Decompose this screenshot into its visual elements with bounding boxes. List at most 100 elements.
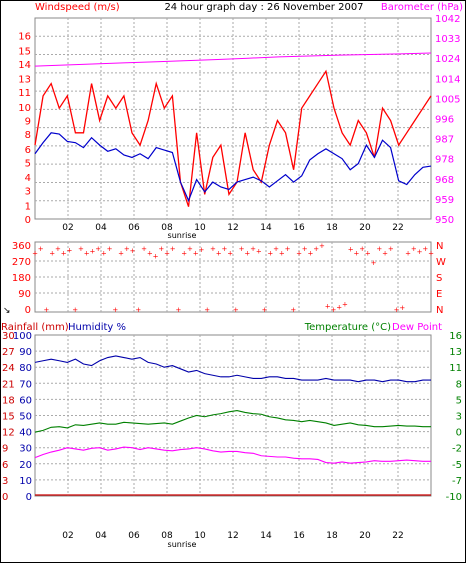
direction-point: + [124, 245, 130, 253]
x-tick-label: 16 [293, 223, 305, 233]
x-tick-label: 18 [326, 531, 338, 541]
humidity-panel-grid [35, 335, 431, 496]
direction-point: + [382, 249, 388, 257]
direction-tick-label: 180 [12, 273, 31, 284]
direction-point: + [262, 306, 268, 314]
direction-point: + [244, 249, 250, 257]
sunrise-label-2: sunrise [168, 540, 197, 549]
dewpoint-axis-label: Dew Point [392, 322, 442, 333]
direction-point: + [371, 259, 377, 267]
wind-tick-label: 13 [18, 75, 31, 86]
direction-tick-label: 270 [12, 257, 31, 268]
compass-tick-label: S [436, 273, 442, 284]
direction-point: + [399, 304, 405, 312]
x-tick-label: 10 [194, 531, 206, 541]
x-tick-label: 20 [359, 223, 371, 233]
x-tick-label: 16 [293, 531, 305, 541]
dewpoint-series-line [34, 446, 431, 464]
direction-points: ++++++ ++++ + ++++++ ++++ ++++++++ ++++++++++ +… [32, 242, 434, 314]
compass-tick-label: E [436, 289, 442, 300]
compass-tick-label: N [436, 241, 443, 252]
direction-point: + [101, 249, 107, 257]
direction-point: + [359, 245, 365, 253]
humidity-x-ticks: 02 04 06 08 10 12 14 16 18 20 22 [62, 531, 403, 541]
x-tick-label: 04 [95, 223, 107, 233]
wind-tick-label: 14 [18, 60, 31, 71]
direction-point: + [198, 246, 204, 254]
direction-tick-label: 0 [25, 305, 31, 316]
temperature-tick-label: 16 [449, 331, 462, 342]
direction-point: + [319, 242, 325, 250]
wind-panel-grid [35, 18, 431, 219]
x-tick-label: 12 [227, 223, 238, 233]
direction-tick-label: 90 [18, 289, 31, 300]
direction-point: + [267, 249, 273, 257]
direction-point: + [210, 245, 216, 253]
direction-point: + [221, 245, 227, 253]
direction-point: + [135, 306, 141, 314]
baro-tick-label: 1005 [435, 94, 460, 105]
x-tick-label: 14 [260, 223, 272, 233]
wind-tick-label: 1 [25, 201, 31, 212]
temperature-y-ticks: -10 -7 -5 -2 0 3 5 8 11 13 16 [446, 331, 462, 503]
direction-point: + [405, 249, 411, 257]
rain-tick-label: 9 [2, 444, 8, 455]
baro-tick-label: 959 [435, 195, 454, 206]
average-wind-series-line [34, 132, 432, 203]
chart-title: 24 hour graph day : 26 November 2007 [164, 2, 363, 13]
direction-point: + [193, 249, 199, 257]
direction-point: + [118, 249, 124, 257]
baro-tick-label: 987 [435, 135, 454, 146]
wind-tick-label: 3 [25, 187, 31, 198]
rainfall-axis-label: Rainfall (mm) [1, 322, 69, 333]
humidity-tick-label: 30 [19, 444, 32, 455]
windspeed-series-line [34, 69, 432, 207]
humidity-tick-label: 0 [26, 492, 32, 503]
rain-tick-label: 21 [2, 379, 15, 390]
barometer-y-ticks: 950 959 968 978 987 996 1005 1014 1024 1033 1042 [435, 14, 460, 226]
direction-point: + [411, 245, 417, 253]
wind-tick-label: 10 [18, 103, 31, 114]
x-tick-label: 06 [128, 223, 140, 233]
direction-point: + [158, 245, 164, 253]
direction-point: + [38, 245, 44, 253]
direction-point: + [147, 249, 153, 257]
direction-point: + [95, 245, 101, 253]
x-tick-label: 08 [161, 531, 173, 541]
humidity-tick-label: 80 [19, 363, 32, 374]
direction-point: + [250, 245, 256, 253]
x-tick-label: 20 [359, 531, 371, 541]
windspeed-axis-label: Windspeed (m/s) [35, 2, 120, 13]
temperature-tick-label: 5 [456, 395, 462, 406]
direction-point: + [353, 249, 359, 257]
wind-x-ticks: 02 04 06 08 10 12 14 16 18 20 22 [62, 223, 403, 233]
direction-point: + [336, 303, 342, 311]
direction-point: + [84, 249, 90, 257]
direction-point: + [273, 245, 279, 253]
direction-point: + [187, 245, 193, 253]
temperature-tick-label: -10 [446, 492, 462, 503]
x-tick-label: 12 [227, 531, 238, 541]
direction-point: + [342, 301, 348, 309]
humidity-tick-label: 10 [19, 476, 32, 487]
direction-point: + [417, 248, 423, 256]
direction-point: + [170, 245, 176, 253]
wind-tick-label: 6 [25, 145, 31, 156]
humidity-tick-label: 60 [19, 395, 32, 406]
direction-point: + [325, 302, 331, 310]
temperature-tick-label: 0 [456, 428, 462, 439]
humidity-tick-label: 90 [19, 347, 32, 358]
wind-tick-label: 15 [18, 46, 31, 57]
compass-tick-label: W [436, 257, 446, 268]
humidity-tick-label: 70 [19, 379, 32, 390]
direction-point: + [394, 306, 400, 314]
direction-point: + [290, 306, 296, 314]
temperature-tick-label: 3 [456, 412, 462, 423]
x-tick-label: 14 [260, 531, 272, 541]
wind-tick-label: 11 [18, 88, 31, 99]
humidity-y-ticks: 0 10 20 30 40 50 60 70 80 90 100 [13, 331, 32, 503]
